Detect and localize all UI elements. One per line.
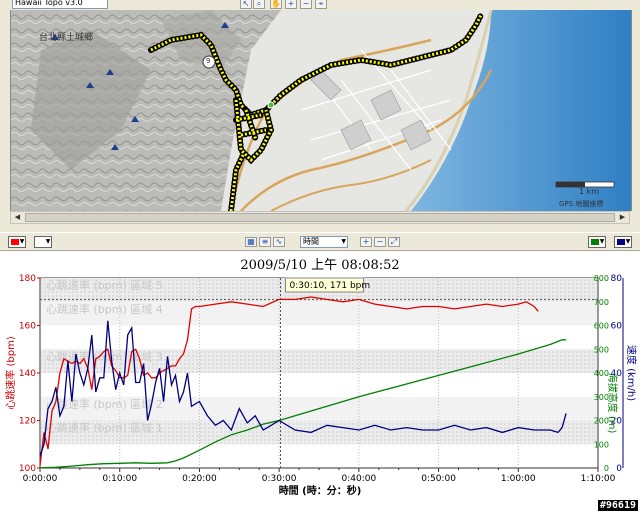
scroll-thumb[interactable] [25,213,615,222]
zoom-in-icon[interactable]: + [360,237,372,247]
zoom-fit-icon[interactable]: ⤢ [388,237,400,247]
zoom-out-icon[interactable]: − [300,0,312,9]
lines-icon[interactable]: ≡ [259,237,271,247]
chevron-down-icon: ▼ [19,238,25,245]
map-type-select[interactable]: Hawaii Topo v3.0 [12,0,108,9]
map-place-label: 台北縣土城鄉 [39,33,94,43]
x-tick-label: 0:10:00 [102,474,137,484]
left-axis-color-picker-2[interactable]: ▼ [34,236,52,248]
grid-icon[interactable]: ▦ [245,237,257,247]
route-marker-label: 9 [206,57,211,65]
hr-zone-band [41,301,597,326]
y-right-speed-tick-label: 60 [611,322,623,332]
chevron-down-icon: ▼ [625,238,631,245]
x-axis-select-value: 時間 [303,237,319,246]
y-right-elev-tick-label: 500 [594,345,609,354]
wave-icon[interactable]: ∿ [273,237,285,247]
hr-zone-label: 心跳速率 (bpm) 區域 4 [46,302,163,316]
scroll-left-icon[interactable]: ◀ [14,213,21,221]
y-right-elev-tick-label: 300 [594,393,609,402]
y-right-elev-tick-label: 400 [594,369,609,378]
y-right-elev-axis-label: 海拔高度 (m) [606,373,619,434]
x-tick-label: 0:50:00 [421,474,456,484]
y-right-elev-tick-label: 100 [594,440,609,449]
chart-svg[interactable]: 心跳速率 (bpm) 區域 5 心跳速率 (bpm) 區域 4 心跳速率 (bpm)… [0,251,640,513]
x-tick-label: 0:00:00 [23,474,58,484]
y-right-speed-tick-label: 20 [611,417,623,427]
x-axis-select[interactable]: 時間 ▼ [300,236,348,248]
cursor-tooltip-box [284,277,364,293]
y-right-speed-tick-label: 80 [611,274,623,284]
zoom-tool-icon[interactable]: ⌕ [253,0,265,9]
y-right-speed-axis-label: 速度 (km/h) [625,345,638,401]
chart-title: 2009/5/10 上午 08:08:52 [240,258,399,273]
map-canvas[interactable] [11,10,631,211]
x-tick-label: 1:10:00 [581,474,616,484]
hr-zone-label: 心跳速率 (bpm) 區域 2 [46,397,163,411]
hr-zone-label: 心跳速率 (bpm) 區域 1 [46,421,163,435]
left-axis-color-picker[interactable]: ▼ [8,236,26,248]
y-left-tick-label: 100 [19,464,36,474]
y-right-elev-tick-label: 0 [604,464,609,473]
right-axis-color-picker[interactable]: ▼ [588,236,606,248]
right-axis-color-picker-2[interactable]: ▼ [614,236,632,248]
y-right-speed-tick-label: 0 [616,464,622,474]
y-right-elev-tick-label: 800 [594,274,609,283]
hr-zone-band [41,349,597,373]
zoom-in-icon[interactable]: + [285,0,297,9]
chart-toolbar: ▼ ▼ ▦ ≡ ∿ 時間 ▼ + − ⤢ ▼ ▼ [0,232,640,251]
x-tick-label: 0:30:00 [262,474,297,484]
speed-line [39,320,567,457]
chart-panel: 心跳速率 (bpm) 區域 5 心跳速率 (bpm) 區域 4 心跳速率 (bpm)… [0,251,640,513]
y-left-axis-label: 心跳速率 (bpm) [4,336,17,410]
pan-tool-icon[interactable]: ✋ [270,0,282,9]
watermark: #96619 [597,500,638,511]
y-right-speed-tick-label: 40 [611,369,623,379]
y-right-elev-tick-label: 600 [594,322,609,331]
zoom-out-icon[interactable]: − [374,237,386,247]
chevron-down-icon: ▼ [599,238,605,245]
hr-zone-label: 心跳速率 (bpm) 區域 5 [46,278,163,292]
panel-splitter[interactable] [0,224,640,232]
y-right-elev-tick-label: 200 [594,417,609,426]
x-tick-label: 1:00:00 [501,474,536,484]
color-swatch-white [37,239,45,245]
top-toolbar: Hawaii Topo v3.0 ↖ ⌕ ✋ + − ⌖ [0,0,640,10]
y-right-elev-tick-label: 700 [594,298,609,307]
y-left-tick-label: 160 [19,322,36,332]
x-tick-label: 0:20:00 [182,474,217,484]
heart-rate-line [39,296,539,466]
color-swatch-red [11,239,19,245]
chevron-down-icon: ▼ [45,238,51,245]
color-swatch-navy [617,239,625,245]
elevation-line [39,339,567,469]
y-left-tick-label: 180 [19,274,36,284]
cursor-tooltip-label: 0:30:10, 171 bpm [289,281,370,291]
x-tick-label: 0:40:00 [342,474,377,484]
x-axis-label: 時間 (時：分：秒) [279,484,362,497]
y-left-tick-label: 120 [19,417,36,427]
chevron-down-icon: ▼ [341,238,346,245]
scroll-right-icon[interactable]: ▶ [619,213,626,221]
color-swatch-green [591,239,599,245]
scale-label: 1 km [579,187,600,196]
y-left-tick-label: 140 [19,369,36,379]
pointer-tool-icon[interactable]: ↖ [240,0,252,9]
zoom-fit-icon[interactable]: ⌖ [315,0,327,9]
map-horizontal-scrollbar[interactable]: ◀ ▶ [10,211,630,224]
map-view[interactable]: 台北縣土城鄉 9 1 km GPS 地圖座標 [10,10,632,211]
coords-label: GPS 地圖座標 [559,200,604,208]
